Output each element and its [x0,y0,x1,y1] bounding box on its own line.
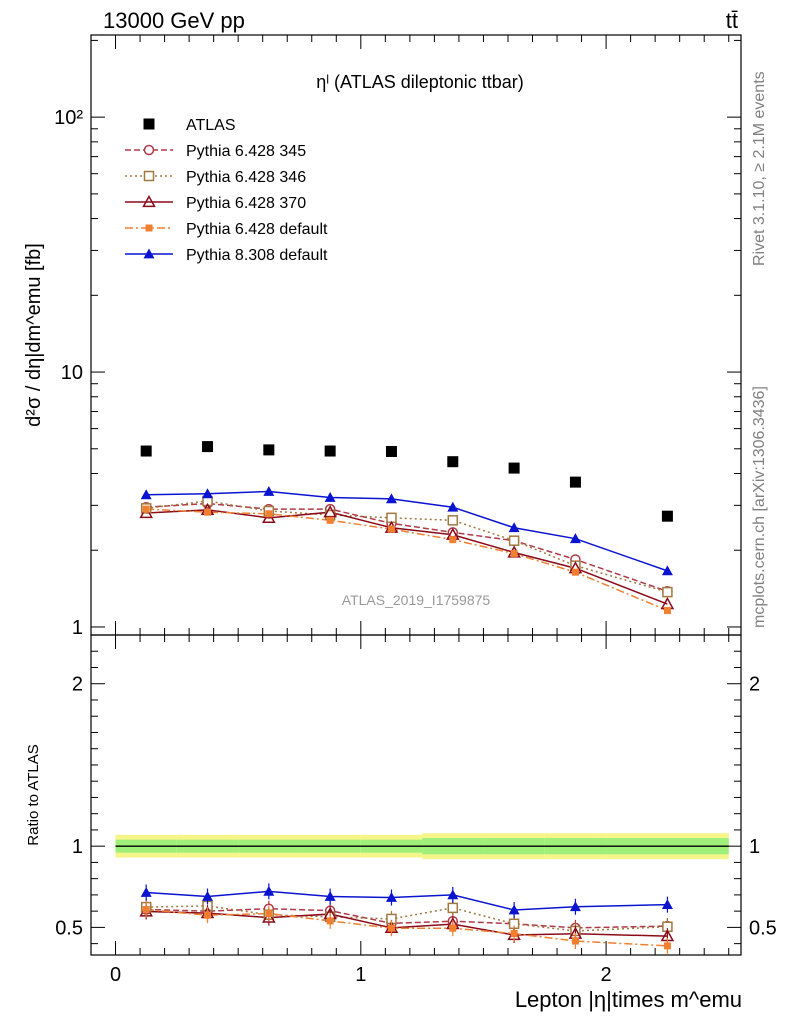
data-point-s5-4 [385,493,397,504]
ratio-point-s4-0 [140,886,152,897]
data-point-s0-7 [569,476,581,488]
ratio-point-s4-6 [508,904,520,915]
legend-marker-2 [143,170,155,182]
data-point-s5-0 [140,489,152,500]
data-point-s0-6 [508,462,520,474]
ratio-point-s3-3 [326,917,334,925]
ratio-point-s2-2 [262,910,276,923]
ratio-point-s4-4 [385,891,397,902]
mcplots-label: mcplots.cern.ch [arXiv:1306.3436] [751,386,768,628]
data-point-s0-3 [324,445,336,457]
ratio-y-tick-label-right: 1 [749,836,760,858]
data-point-s0-4 [385,445,397,457]
ratio-point-s3-4 [387,924,395,932]
ratio-line-2 [146,910,668,937]
header-process-label: tt̄ [726,8,738,33]
data-point-s3-2 [262,510,276,523]
data-point-s4-0 [142,505,150,513]
data-point-s4-3 [326,516,334,524]
ratio-y-tick-label-right: 0.5 [749,917,777,939]
legend-marker-5 [143,248,155,259]
main-plot-title: ηˡ (ATLAS dileptonic ttbar) [316,72,524,92]
analysis-watermark: ATLAS_2019_I1759875 [342,592,491,608]
ratio-point-s4-8 [661,899,673,910]
x-tick-label: 2 [601,964,612,986]
data-point-s4-7 [571,568,579,576]
ratio-y-axis-label: Ratio to ATLAS [25,744,42,845]
main-y-axis-label: d²σ / dη|dm^emu [fb] [23,243,45,427]
ratio-point-s4-1 [202,891,214,901]
main-y-tick-label: 10 [61,362,83,384]
ratio-point-s3-2 [265,910,273,918]
ratio-y-tick-label-left: 0.5 [55,917,83,939]
main-axis-ticks [90,35,741,635]
data-point-s0-8 [661,510,673,522]
ratio-point-s3-5 [449,924,457,932]
data-point-s3-3 [323,505,337,518]
data-point-s4-2 [265,510,273,518]
ratio-point-s4-7 [569,901,581,912]
data-point-s0-2 [263,444,275,456]
x-axis-label: Lepton |η|times m^emu [515,987,742,1012]
ratio-axis-ticks [90,635,741,955]
ratio-line-4 [146,890,668,911]
ratio-point-s3-0 [142,906,150,914]
x-tick-label: 0 [110,964,121,986]
ratio-point-s3-6 [510,930,518,938]
x-tick-label: 1 [355,964,366,986]
ratio-y-tick-label-right: 2 [749,674,760,696]
ratio-line-0 [146,907,668,929]
data-point-s4-5 [449,536,457,544]
main-panel: ηˡ (ATLAS dileptonic ttbar) ATLAS_2019_I… [23,34,742,639]
data-point-s5-2 [263,485,275,496]
data-point-s4-4 [387,525,395,533]
ratio-point-s4-3 [324,891,336,901]
data-point-s4-1 [204,508,212,516]
ratio-y-tick-label-left: 2 [72,674,83,696]
data-point-s4-6 [510,550,518,558]
ratio-y-tick-label-left: 1 [72,836,83,858]
legend-marker-3 [142,194,156,208]
legend-label-2: Pythia 6.428 346 [186,169,306,186]
data-point-s5-7 [569,533,581,544]
series-line-3 [146,509,668,605]
ratio-point-s4-5 [447,889,459,900]
legend-marker-1 [143,144,155,156]
data-point-s5-5 [447,501,459,512]
legend-label-3: Pythia 6.428 370 [186,195,306,212]
legend-marker-4 [145,224,153,232]
ratio-panel: Ratio to ATLAS Lepton |η|times m^emu 0.5… [25,634,777,1012]
ratio-point-s3-7 [571,937,579,945]
data-point-s2-8 [662,586,673,598]
legend: ATLAS Pythia 6.428 345 Pythia 6.428 346 Pyt… [125,117,328,264]
ratio-point-s3-1 [204,911,212,919]
main-y-tick-label: 10² [54,107,83,129]
ratio-point-s1-5 [447,902,459,914]
data-point-s4-8 [663,607,671,615]
data-point-s0-0 [140,445,152,457]
ratio-plot-frame [90,634,742,956]
legend-marker-0 [143,118,155,130]
data-point-s5-1 [202,488,214,499]
data-point-s5-3 [324,492,336,502]
legend-label-5: Pythia 8.308 default [186,247,328,264]
data-point-s5-8 [661,565,673,576]
main-y-tick-label: 1 [72,617,83,639]
header-collision-label: 13000 GeV pp [103,8,245,33]
ratio-point-s4-2 [263,885,275,896]
data-point-s2-5 [447,515,459,526]
legend-label-4: Pythia 6.428 default [186,221,328,238]
data-point-s0-5 [447,456,459,468]
legend-label-0: ATLAS [186,117,236,134]
data-point-s5-6 [508,522,520,533]
legend-label-1: Pythia 6.428 345 [186,143,306,160]
rivet-version-label: Rivet 3.1.10, ≥ 2.1M events [751,71,768,266]
data-point-s0-1 [202,441,214,453]
ratio-point-s3-8 [663,942,671,950]
data-point-s2-6 [508,535,520,546]
